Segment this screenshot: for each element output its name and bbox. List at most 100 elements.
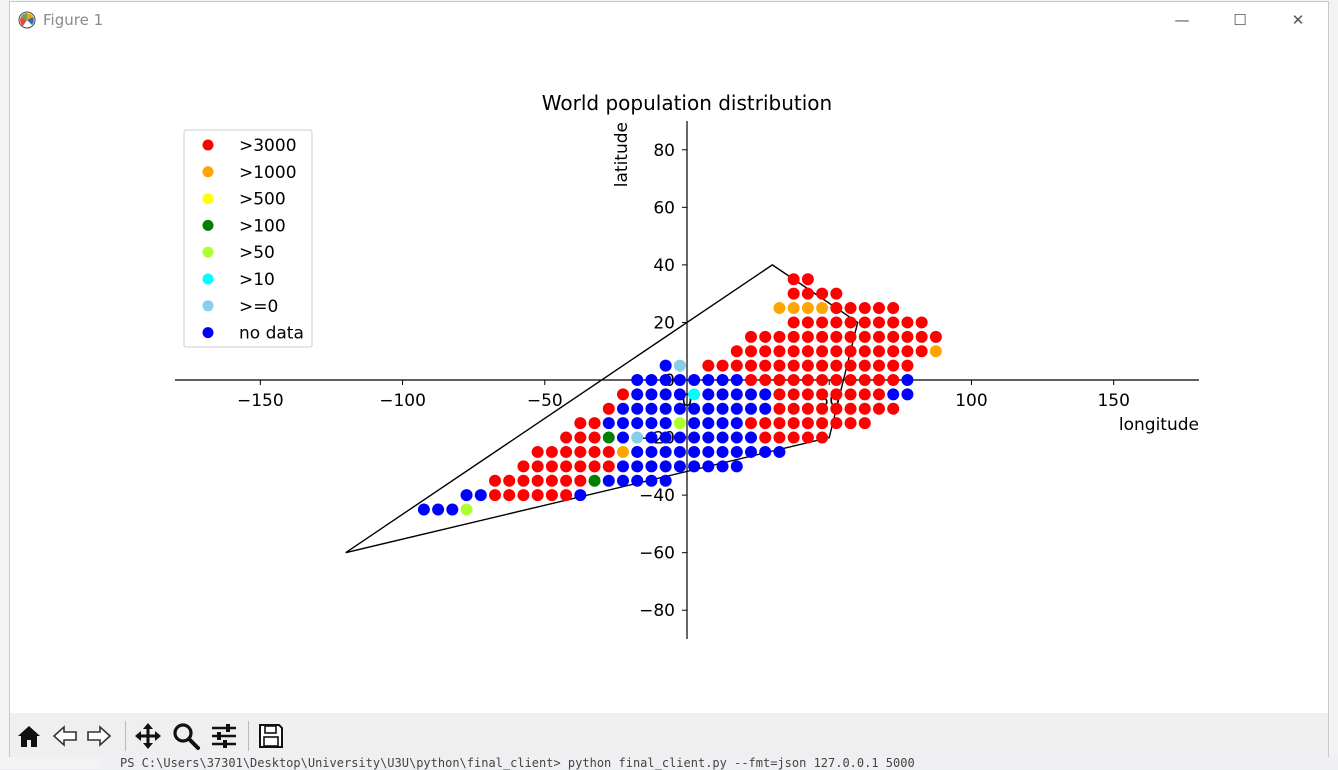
data-point [787, 359, 800, 372]
data-point [688, 388, 701, 401]
data-point [816, 330, 829, 343]
data-point [730, 402, 743, 415]
data-point [659, 374, 672, 386]
configure-subplots-button[interactable] [207, 719, 241, 753]
data-point [602, 445, 615, 458]
data-point [901, 388, 914, 401]
minimize-button[interactable]: — [1153, 2, 1211, 38]
data-point [816, 388, 829, 401]
data-point [602, 460, 615, 473]
data-point [688, 431, 701, 444]
data-point [844, 417, 857, 430]
data-point [901, 316, 914, 329]
data-point [432, 503, 445, 516]
legend-label: >100 [239, 216, 286, 236]
data-point [745, 417, 757, 430]
data-point [503, 474, 516, 487]
y-tick-label: −40 [639, 486, 675, 506]
home-icon [18, 726, 40, 747]
data-point [517, 489, 530, 502]
data-point [830, 330, 843, 343]
data-point [801, 273, 814, 286]
data-point [617, 445, 629, 458]
data-point [702, 359, 715, 372]
data-point [816, 316, 829, 329]
data-point [517, 460, 530, 473]
data-point [787, 431, 800, 444]
data-point [844, 359, 857, 372]
data-point [688, 417, 701, 430]
data-point [688, 374, 701, 386]
data-point [787, 330, 800, 343]
data-point [673, 417, 686, 430]
data-point [887, 374, 900, 386]
data-point [816, 302, 829, 315]
data-point [816, 417, 829, 430]
data-point [929, 330, 942, 343]
data-point [460, 489, 473, 502]
forward-button[interactable] [82, 719, 116, 753]
data-point [716, 388, 729, 401]
data-point [659, 402, 672, 415]
back-button[interactable] [48, 719, 82, 753]
x-tick-label: 0 [682, 391, 693, 411]
legend-label: >500 [239, 190, 286, 210]
data-point [474, 489, 487, 502]
data-point [773, 330, 786, 343]
data-point [602, 474, 615, 487]
data-point [588, 431, 601, 444]
title-bar[interactable]: Figure 1 — ☐ ✕ [10, 2, 1328, 38]
data-point [773, 374, 786, 386]
close-button[interactable]: ✕ [1269, 2, 1327, 38]
data-point [503, 489, 516, 502]
maximize-icon: ☐ [1233, 11, 1247, 29]
zoom-button[interactable] [169, 719, 203, 753]
data-point [617, 388, 629, 401]
data-point [801, 316, 814, 329]
y-tick-label: 80 [653, 141, 675, 161]
maximize-button[interactable]: ☐ [1211, 2, 1269, 38]
data-point [887, 359, 900, 372]
figure-window: Figure 1 — ☐ ✕ World population distribu… [9, 1, 1329, 757]
data-point [858, 345, 871, 358]
data-point [702, 374, 715, 386]
data-point [816, 431, 829, 444]
data-point [645, 374, 658, 386]
data-point [873, 302, 885, 315]
data-point [830, 417, 843, 430]
data-point [801, 330, 814, 343]
data-point [816, 359, 829, 372]
data-point [901, 374, 914, 386]
data-point [901, 345, 914, 358]
data-point [759, 402, 772, 415]
legend-label: >=0 [239, 297, 278, 317]
data-point [645, 388, 658, 401]
data-point [460, 503, 473, 516]
data-point [887, 345, 900, 358]
home-button[interactable] [12, 719, 46, 753]
data-point [801, 345, 814, 358]
data-point [702, 460, 715, 473]
legend-label: >1000 [239, 163, 297, 183]
data-point [787, 417, 800, 430]
data-point [801, 402, 814, 415]
data-point [688, 460, 701, 473]
data-point [716, 445, 729, 458]
y-tick-label: 40 [653, 256, 675, 276]
pan-button[interactable] [131, 719, 165, 753]
data-point [645, 474, 658, 487]
data-point [844, 374, 857, 386]
data-point [659, 474, 672, 487]
x-tick-label: −50 [527, 391, 563, 411]
data-point [801, 388, 814, 401]
data-point [773, 402, 786, 415]
save-button[interactable] [254, 719, 288, 753]
data-point [560, 474, 573, 487]
data-point [716, 460, 729, 473]
data-point [574, 445, 587, 458]
data-point [531, 489, 544, 502]
toolbar-separator [248, 721, 249, 751]
navigation-toolbar [10, 713, 1328, 757]
zoom-icon [173, 723, 200, 750]
toolbar-separator [125, 721, 126, 751]
